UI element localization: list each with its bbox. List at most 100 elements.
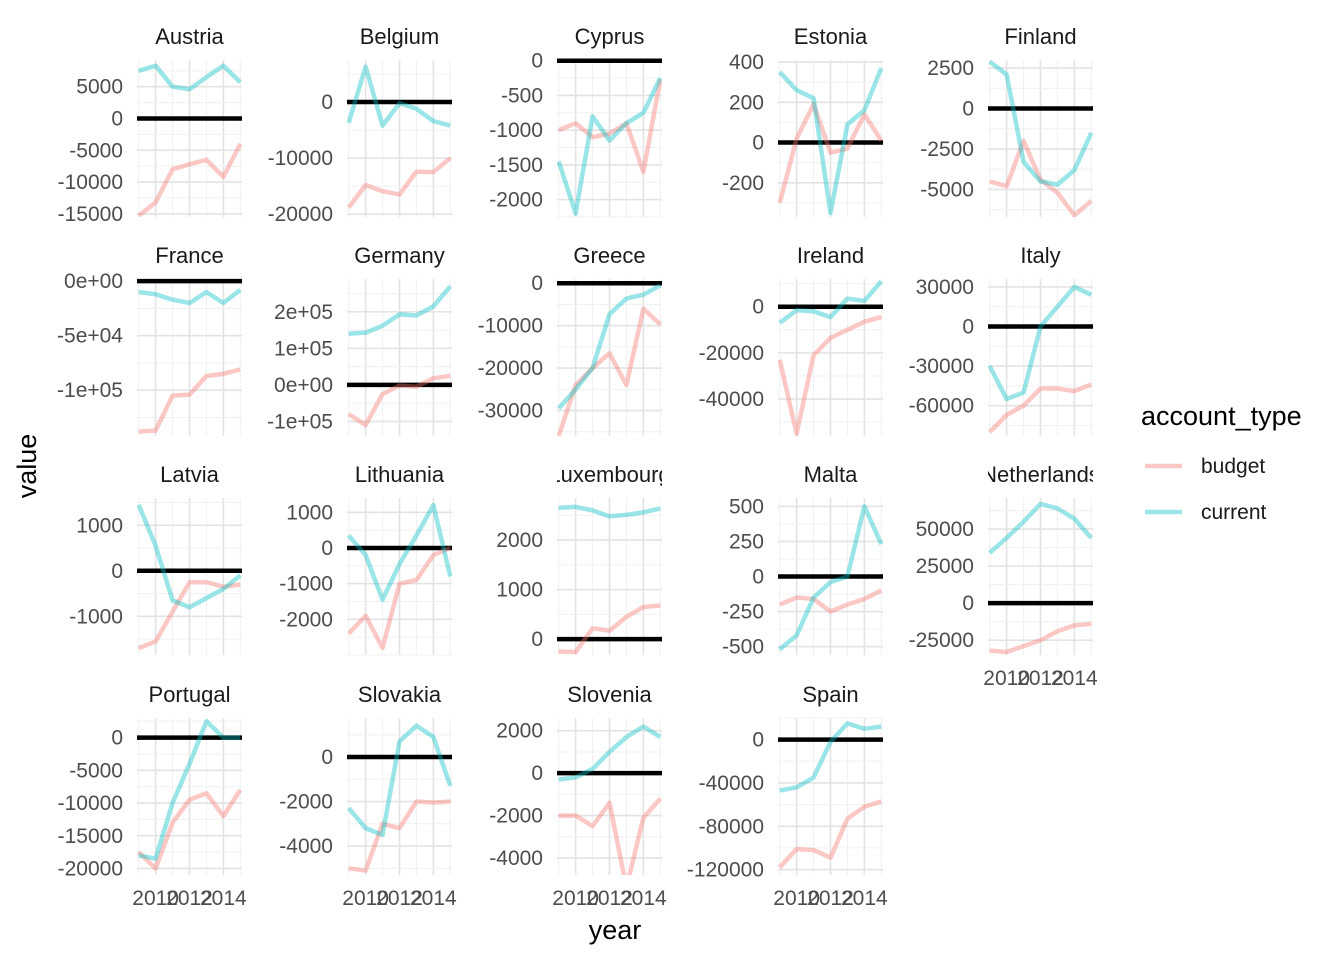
facet-austria: Austria 5000 0 -5000 -10000 -15000 [58, 24, 242, 226]
y-tick-label: -4000 [489, 847, 543, 870]
series-line-current [988, 60, 1093, 187]
series-line-current [138, 719, 241, 861]
series-line-budget [137, 142, 242, 217]
y-tick-label: -10000 [58, 171, 123, 194]
facet-luxembourg: Luxembourg 2000 1000 0 [496, 466, 662, 655]
x-tick-label: 2012 [586, 887, 633, 910]
series-line-current [988, 501, 1093, 555]
facet-portugal: Portugal 0 -5000 -10000 -15000 -20000 20102012… [58, 686, 247, 910]
x-tick-label: 2010 [773, 887, 820, 910]
y-tick-label: -250 [722, 601, 764, 624]
y-tick-label: 5000 [76, 76, 123, 99]
facet-grid [557, 498, 662, 655]
facet-malta: Malta 500 250 0 -250 -500 [722, 462, 883, 659]
x-tick-label: 2012 [376, 887, 423, 910]
y-tick-label: 400 [729, 51, 764, 74]
series-line-budget [137, 579, 241, 651]
y-tick-label: 0 [321, 91, 333, 114]
y-tick-label: 0 [111, 727, 123, 750]
y-tick-label: -2000 [489, 189, 543, 212]
y-tick-label: -500 [722, 636, 764, 659]
y-tick-label: 50000 [916, 518, 974, 541]
y-tick-label: 1e+05 [274, 337, 333, 360]
y-tick-label: 2000 [496, 720, 543, 743]
y-tick-label: 250 [729, 530, 764, 553]
facet-title: Cyprus [575, 24, 645, 49]
facet-title: Latvia [160, 462, 219, 487]
facet-italy: Italy 30000 0 -30000 -60000 [909, 247, 1093, 436]
y-tick-label: -5000 [69, 759, 123, 782]
y-tick-label: -40000 [699, 772, 764, 795]
series-line-budget [989, 621, 1092, 655]
facet-grid [137, 498, 242, 655]
y-tick-label: -5000 [920, 178, 974, 201]
series-line-current [779, 721, 882, 793]
series-line-budget [988, 382, 1093, 434]
series-line-current [347, 723, 452, 838]
y-tick-label: -500 [501, 84, 543, 107]
y-tick-label: 1000 [496, 579, 543, 602]
series-line-current [778, 67, 883, 216]
series-line-budget [347, 373, 451, 428]
facet-panels: Austria50000-5000-10000-15000Belgium0-10… [57, 24, 1098, 910]
y-tick-label: 0 [752, 729, 764, 752]
series-line-current [138, 288, 242, 306]
y-tick-label: -30000 [909, 355, 974, 378]
facet-grid [557, 718, 662, 875]
y-tick-label: -80000 [699, 815, 764, 838]
facet-grid [988, 279, 1093, 436]
facet-title: Lithuania [355, 462, 445, 487]
series-line-budget [138, 367, 241, 434]
facet-title: Austria [155, 24, 224, 49]
facet-grid [988, 60, 1093, 217]
y-tick-label: -1000 [69, 605, 123, 628]
y-tick-label: 1000 [286, 501, 333, 524]
facet-belgium: Belgium 0 -10000 -20000 [268, 24, 452, 226]
x-tick-label: 2012 [166, 887, 213, 910]
y-tick-label: 0 [962, 98, 974, 121]
series-line-current [557, 283, 662, 410]
facet-title: Estonia [794, 24, 868, 49]
series-line-current [778, 279, 883, 325]
y-tick-label: -1e+05 [267, 410, 333, 433]
series-line-current [137, 503, 242, 610]
y-tick-label: 0 [531, 628, 543, 651]
y-tick-label: -15000 [58, 203, 123, 226]
x-tick-label: 2012 [1017, 667, 1064, 690]
facet-title: Spain [802, 682, 858, 707]
y-tick-label: -25000 [909, 629, 974, 652]
y-tick-label: 0 [962, 315, 974, 338]
series-line-current [558, 504, 661, 519]
facet-greece: Greece 0 -10000 -20000 -30000 [478, 247, 662, 436]
y-tick-label: 0 [962, 592, 974, 615]
facet-grid [347, 279, 452, 436]
legend: account_type budget current [1141, 401, 1302, 524]
facet-grid [137, 718, 242, 875]
x-tick-label: 2012 [807, 887, 854, 910]
facet-lithuania: Lithuania 1000 0 -1000 -2000 [279, 462, 452, 656]
y-tick-label: -1000 [489, 119, 543, 142]
y-tick-label: 200 [729, 91, 764, 114]
y-tick-label: 0 [752, 132, 764, 155]
facet-title: Malta [804, 462, 859, 487]
y-tick-label: 0 [321, 746, 333, 769]
x-tick-label: 2010 [342, 887, 389, 910]
facet-germany: Germany 2e+05 1e+05 0e+00 -1e+05 [267, 247, 452, 436]
series-line-current [557, 77, 662, 216]
series-line-budget [557, 79, 662, 175]
y-tick-label: -20000 [268, 203, 333, 226]
y-tick-label: 0 [531, 272, 543, 295]
y-tick-label: -30000 [478, 400, 543, 423]
facet-finland: Finland 2500 0 -2500 -5000 [920, 28, 1093, 217]
facet-title: Belgium [360, 24, 439, 49]
facet-ireland: Ireland 0 -20000 -40000 [699, 247, 883, 436]
y-tick-label: -20000 [478, 357, 543, 380]
y-tick-label: 2500 [927, 57, 974, 80]
series-line-budget [989, 138, 1093, 217]
series-line-budget [778, 588, 883, 614]
facet-estonia: Estonia 400 200 0 -200 [722, 24, 883, 217]
